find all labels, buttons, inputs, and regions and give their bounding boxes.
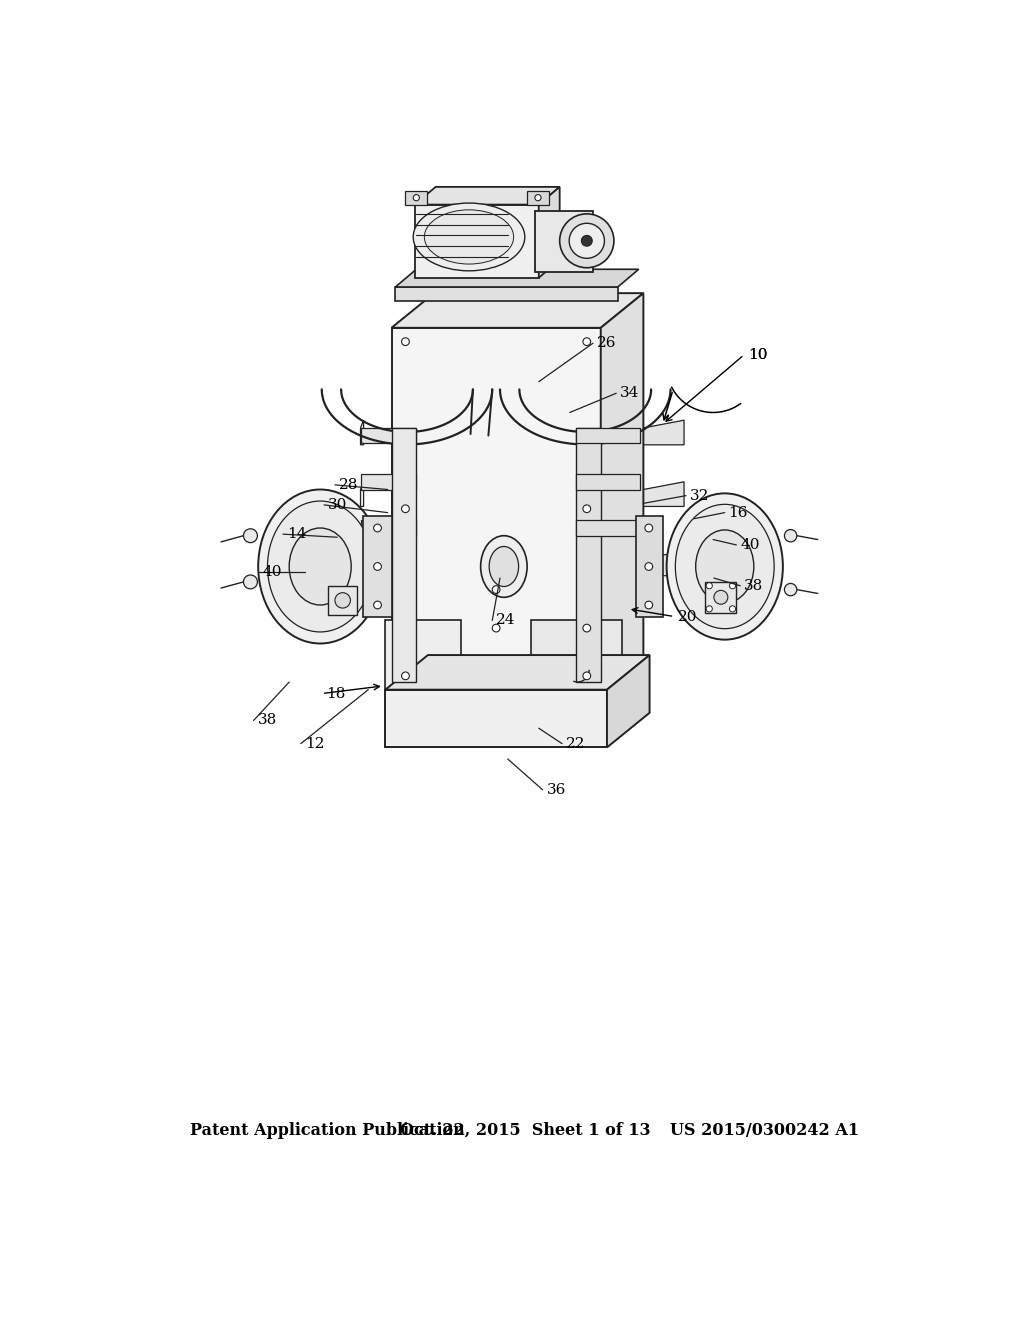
Ellipse shape <box>489 546 518 586</box>
Polygon shape <box>385 689 607 747</box>
Polygon shape <box>362 516 392 616</box>
Polygon shape <box>395 269 639 286</box>
Text: 10: 10 <box>748 347 768 362</box>
Ellipse shape <box>289 528 351 605</box>
Text: 38: 38 <box>257 714 276 727</box>
Ellipse shape <box>258 490 382 644</box>
Text: 22: 22 <box>566 737 586 751</box>
Polygon shape <box>575 474 640 490</box>
Text: 12: 12 <box>305 737 325 751</box>
Circle shape <box>784 529 797 543</box>
Polygon shape <box>527 190 549 205</box>
Circle shape <box>560 214 614 268</box>
Text: 26: 26 <box>597 337 616 350</box>
Circle shape <box>493 586 500 594</box>
Circle shape <box>244 529 257 543</box>
Circle shape <box>707 582 713 589</box>
Polygon shape <box>575 428 640 444</box>
Polygon shape <box>539 187 560 277</box>
Ellipse shape <box>676 504 774 628</box>
Ellipse shape <box>267 502 373 632</box>
Text: 18: 18 <box>326 686 345 701</box>
Text: 20: 20 <box>678 610 697 623</box>
Polygon shape <box>360 520 417 536</box>
Circle shape <box>244 576 257 589</box>
Polygon shape <box>575 428 601 682</box>
Circle shape <box>401 672 410 680</box>
Circle shape <box>583 672 591 680</box>
Circle shape <box>729 606 735 612</box>
Polygon shape <box>385 655 649 689</box>
Polygon shape <box>360 482 364 507</box>
Text: Patent Application Publication: Patent Application Publication <box>190 1122 465 1139</box>
Circle shape <box>707 606 713 612</box>
Text: Oct. 22, 2015  Sheet 1 of 13: Oct. 22, 2015 Sheet 1 of 13 <box>399 1122 650 1139</box>
Polygon shape <box>395 286 617 301</box>
Circle shape <box>535 194 541 201</box>
Circle shape <box>374 562 381 570</box>
Polygon shape <box>391 428 417 682</box>
Circle shape <box>714 590 728 605</box>
Circle shape <box>374 524 381 532</box>
Text: 14: 14 <box>287 527 306 541</box>
Circle shape <box>582 235 592 246</box>
Polygon shape <box>636 516 663 616</box>
Circle shape <box>583 504 591 512</box>
Text: 34: 34 <box>621 387 640 400</box>
Polygon shape <box>415 205 539 277</box>
Text: FIG 1: FIG 1 <box>427 236 496 259</box>
Polygon shape <box>535 211 593 272</box>
Circle shape <box>583 624 591 632</box>
Polygon shape <box>406 190 427 205</box>
Circle shape <box>569 223 604 259</box>
Text: 38: 38 <box>744 578 763 593</box>
Polygon shape <box>360 428 417 444</box>
Ellipse shape <box>424 210 514 264</box>
Polygon shape <box>531 620 622 689</box>
Polygon shape <box>607 655 649 747</box>
Polygon shape <box>360 552 364 576</box>
Text: 36: 36 <box>547 783 566 797</box>
Polygon shape <box>360 420 364 445</box>
Polygon shape <box>391 293 643 327</box>
Ellipse shape <box>480 536 527 597</box>
Circle shape <box>493 624 500 632</box>
Text: 28: 28 <box>339 478 358 492</box>
Text: US 2015/0300242 A1: US 2015/0300242 A1 <box>671 1122 859 1139</box>
Text: 32: 32 <box>690 488 710 503</box>
Polygon shape <box>643 420 684 445</box>
Polygon shape <box>575 520 640 536</box>
Text: 10: 10 <box>748 347 768 362</box>
Polygon shape <box>706 582 736 612</box>
Circle shape <box>583 338 591 346</box>
Polygon shape <box>328 586 357 615</box>
Circle shape <box>645 601 652 609</box>
Circle shape <box>335 593 350 609</box>
Text: 40: 40 <box>263 565 283 579</box>
Text: 24: 24 <box>496 614 516 627</box>
Polygon shape <box>643 482 684 507</box>
Circle shape <box>645 524 652 532</box>
Polygon shape <box>601 293 643 689</box>
Circle shape <box>414 194 420 201</box>
Ellipse shape <box>695 529 754 603</box>
Text: 30: 30 <box>328 498 347 512</box>
Circle shape <box>645 562 652 570</box>
Circle shape <box>401 338 410 346</box>
Text: 40: 40 <box>740 539 760 552</box>
Circle shape <box>374 601 381 609</box>
Circle shape <box>401 504 410 512</box>
Circle shape <box>784 583 797 595</box>
Text: 16: 16 <box>729 506 749 520</box>
Polygon shape <box>360 474 417 490</box>
Polygon shape <box>643 552 684 576</box>
Ellipse shape <box>667 494 783 640</box>
Circle shape <box>729 582 735 589</box>
Polygon shape <box>385 620 461 689</box>
Polygon shape <box>415 187 560 205</box>
Polygon shape <box>391 327 601 689</box>
Ellipse shape <box>414 203 524 271</box>
